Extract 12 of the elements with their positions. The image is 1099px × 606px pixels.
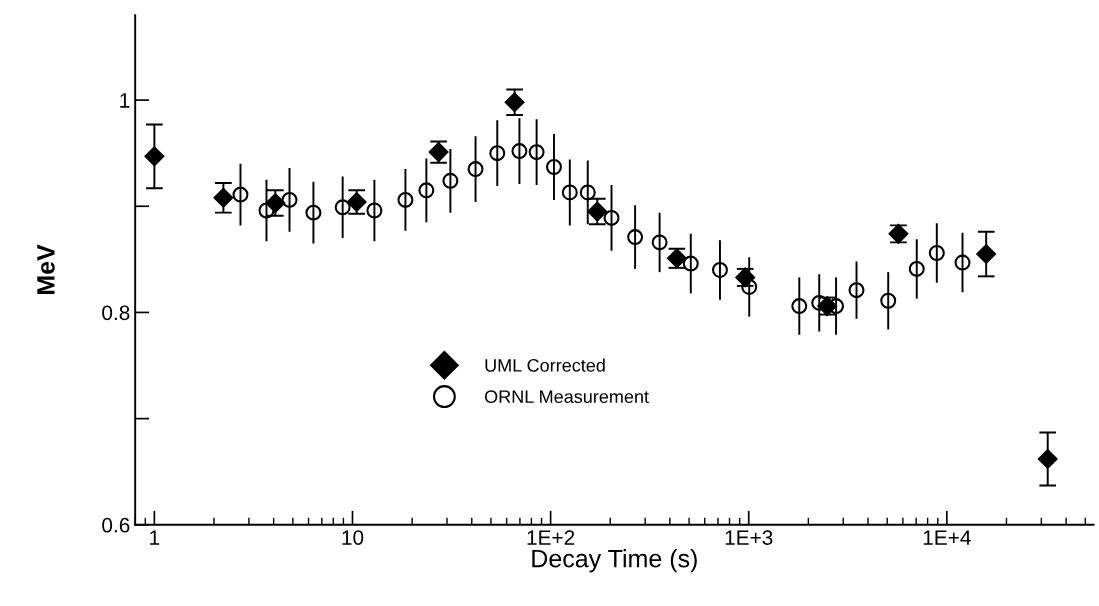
y-tick-label: 1 (120, 93, 130, 108)
x-tick-label: 10 (342, 530, 364, 545)
y-tick-label: 0.6 (102, 517, 130, 533)
x-axis-title: Decay Time (s) (532, 549, 697, 573)
legend-label: UML Corrected (485, 358, 605, 372)
legend-label: ORNL Measurement (484, 390, 649, 404)
x-tick-label: 1 (150, 530, 160, 545)
y-axis-title: MeV (37, 244, 55, 294)
x-tick-label: 1E+4 (923, 530, 971, 545)
x-tick-label: 1E+3 (725, 530, 773, 545)
y-tick-label: 0.8 (102, 305, 130, 321)
x-tick-label: 1E+2 (527, 530, 575, 545)
